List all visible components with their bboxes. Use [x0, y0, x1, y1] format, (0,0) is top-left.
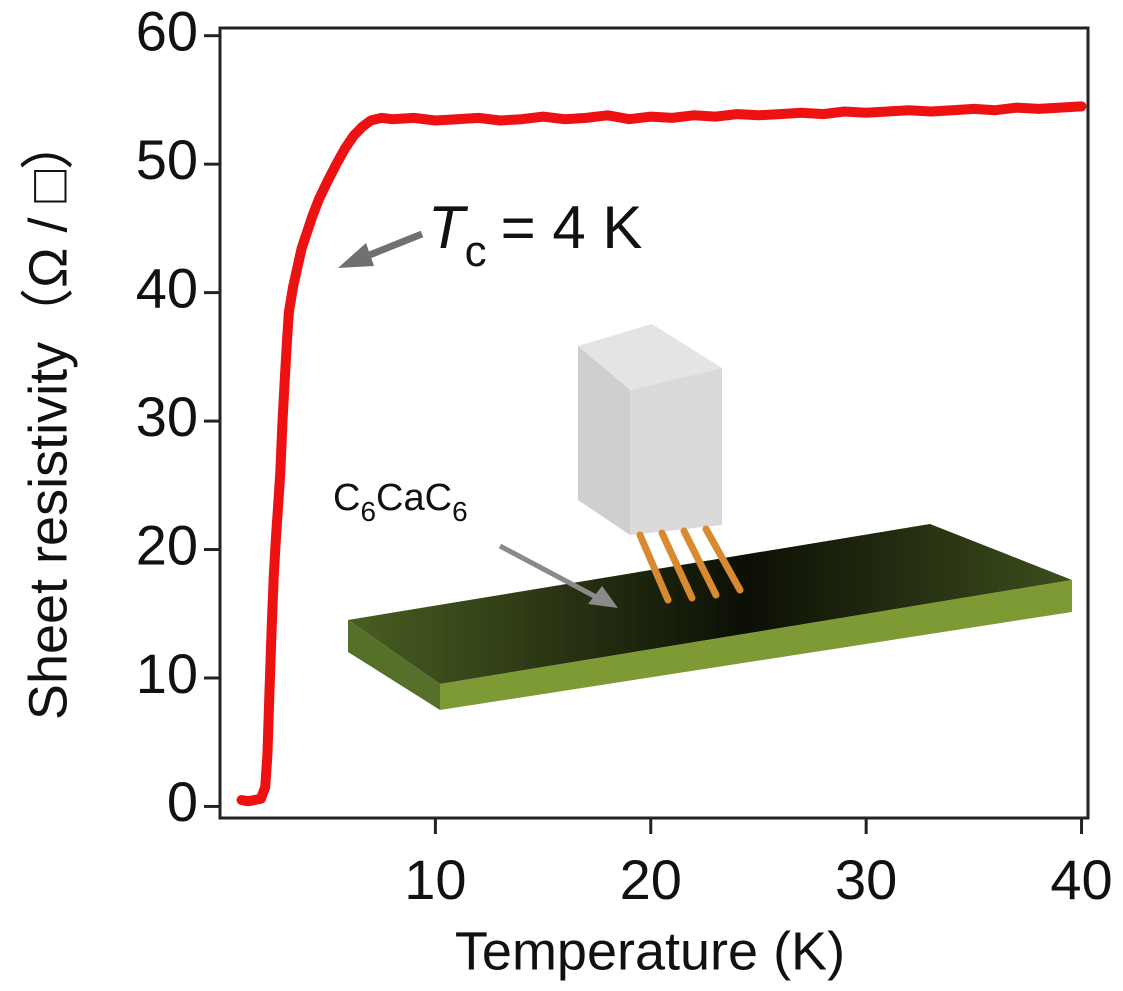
tc-annotation: Tc = 4 K — [428, 194, 642, 276]
tc-symbol: T — [428, 194, 469, 261]
inset-subscript: 6 — [452, 496, 468, 527]
inset-text: C — [333, 477, 360, 519]
tc-arrow-head — [338, 243, 374, 268]
chart: Temperature (K) Sheet resistivity（Ω / □）… — [0, 0, 1123, 991]
x-tick-label: 20 — [620, 848, 682, 911]
sample-illustration — [338, 234, 1072, 710]
y-tick-label: 60 — [136, 0, 198, 63]
y-axis-label: Sheet resistivity（Ω / □） — [18, 116, 78, 720]
inset-subscript: 6 — [360, 496, 376, 527]
inset-text: CaC — [376, 477, 452, 519]
tc-subscript: c — [465, 227, 487, 276]
x-tick-label: 30 — [835, 848, 897, 911]
x-tick-label: 10 — [404, 848, 466, 911]
y-tick-label: 20 — [136, 513, 198, 576]
tc-text: = 4 K — [501, 194, 643, 261]
tc-arrow — [362, 234, 422, 258]
y-tick-label: 40 — [136, 256, 198, 319]
y-tick-label: 30 — [136, 385, 198, 448]
y-tick-label: 50 — [136, 128, 198, 191]
x-axis-label: Temperature (K) — [455, 921, 845, 981]
y-tick-label: 10 — [136, 642, 198, 705]
inset-label: C6CaC6 — [333, 477, 468, 527]
x-tick-label: 40 — [1050, 848, 1112, 911]
y-tick-label: 0 — [167, 770, 198, 833]
probe-front — [630, 368, 722, 535]
